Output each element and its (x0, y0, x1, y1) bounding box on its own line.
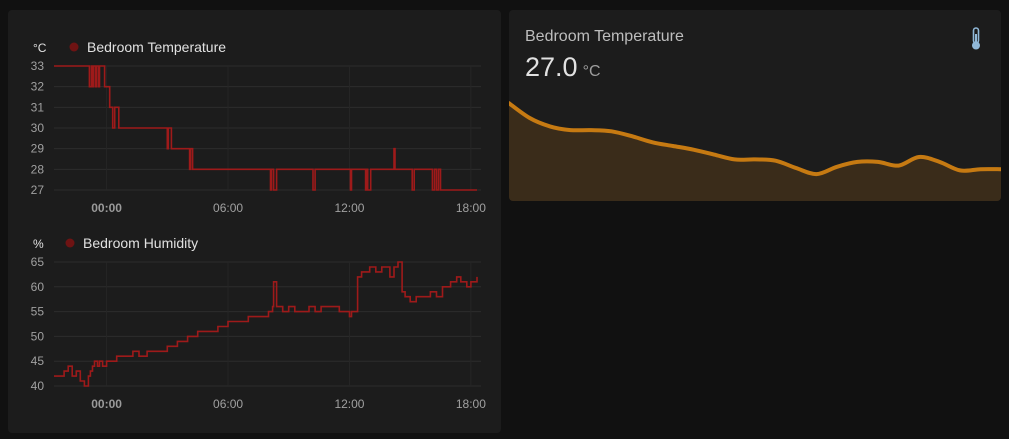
sensor-name: Bedroom Temperature (525, 28, 684, 45)
humidity-history-chart[interactable]: 65 60 55 50 45 40 00:00 06:00 12:00 18:00% Bedroom… (8, 225, 501, 430)
y-tick-label: 27 (31, 183, 45, 197)
y-tick-label: 50 (31, 329, 45, 343)
x-tick-label: 06:00 (213, 397, 243, 411)
x-tick-label: 00:00 (91, 201, 122, 215)
x-tick-label: 12:00 (334, 201, 364, 215)
sensor-sparkline (509, 101, 1001, 201)
sensor-value-row: 27.0 °C (525, 52, 601, 83)
y-tick-label: 60 (31, 280, 45, 294)
sensor-value: 27.0 (525, 52, 578, 82)
x-tick-label: 18:00 (456, 201, 486, 215)
legend-label[interactable]: Bedroom Humidity (83, 235, 198, 251)
sparkline-line (509, 101, 1001, 177)
y-tick-label: 28 (31, 162, 45, 176)
legend-swatch (69, 42, 79, 52)
sparkline-area (509, 103, 1001, 201)
y-tick-label: 55 (31, 305, 45, 319)
y-tick-label: 30 (31, 121, 45, 135)
x-tick-label: 18:00 (456, 397, 486, 411)
y-tick-label: 40 (31, 379, 45, 393)
temperature-history-chart[interactable]: 33 32 31 30 29 28 27 00:00 06:00 12:00 18:00 °C Bedr… (8, 10, 501, 225)
x-tick-label: 00:00 (91, 397, 122, 411)
y-tick-label: 29 (31, 142, 45, 156)
y-axis-unit: % (33, 237, 44, 251)
series-line (54, 261, 478, 387)
sensor-card[interactable]: Bedroom Temperature 27.0 °C (509, 10, 1001, 201)
history-graph-card: 33 32 31 30 29 28 27 00:00 06:00 12:00 18:00 °C Bedr… (8, 10, 501, 433)
y-tick-label: 32 (31, 80, 45, 94)
y-tick-label: 65 (31, 255, 45, 269)
y-axis-unit: °C (33, 41, 47, 55)
y-tick-label: 45 (31, 354, 45, 368)
series-line (54, 65, 477, 191)
thermometer-icon (972, 27, 980, 50)
legend-swatch (65, 238, 75, 248)
y-tick-label: 33 (31, 59, 45, 73)
y-tick-label: 31 (31, 100, 45, 114)
legend-label[interactable]: Bedroom Temperature (87, 39, 226, 55)
x-tick-label: 12:00 (334, 397, 364, 411)
sensor-unit: °C (582, 63, 601, 80)
x-tick-label: 06:00 (213, 201, 243, 215)
